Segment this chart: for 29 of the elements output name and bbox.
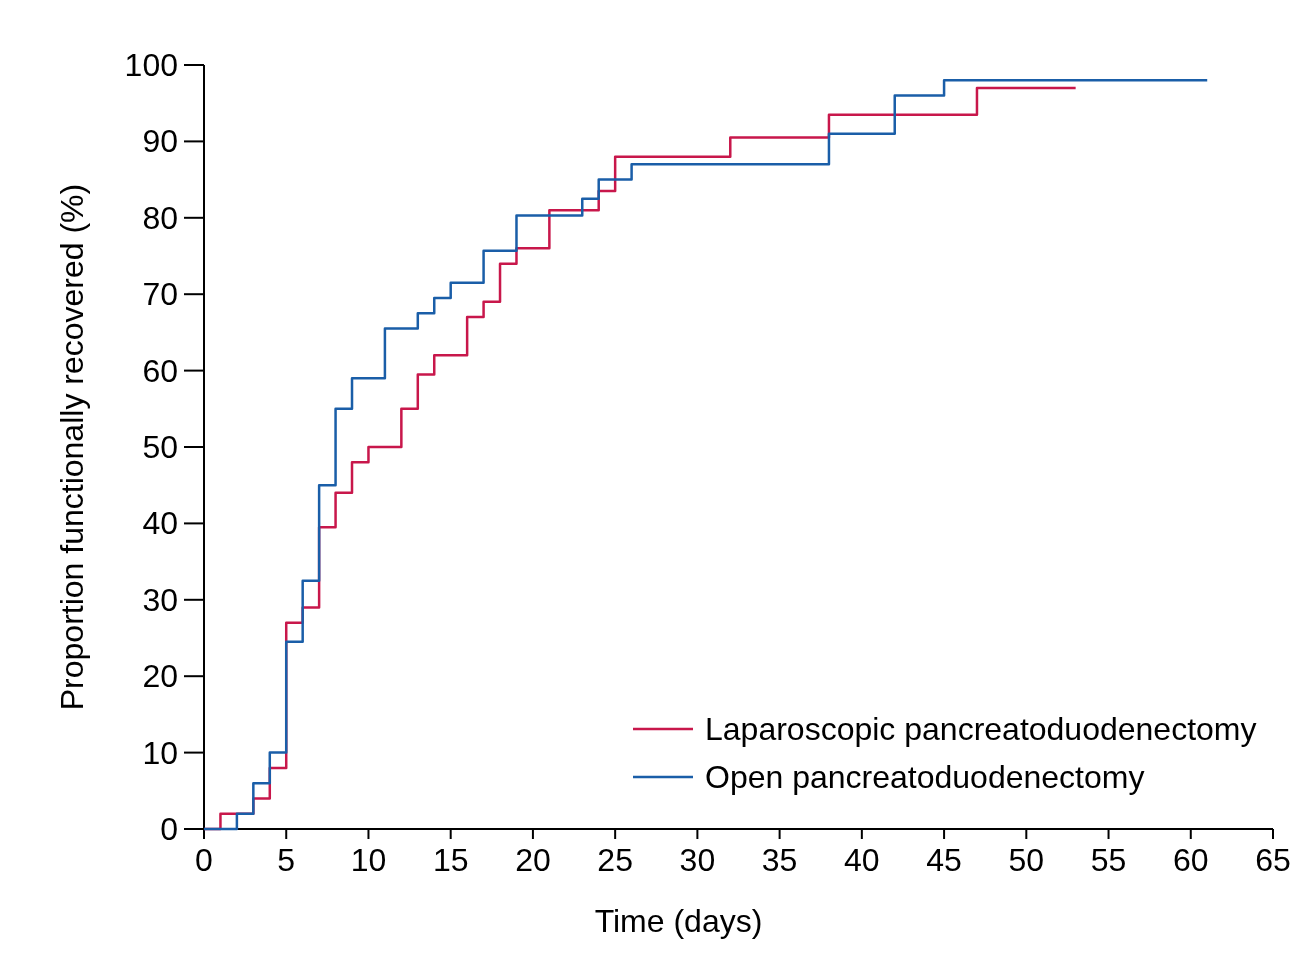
x-tick-label: 55 <box>1090 842 1127 878</box>
y-tick-label: 40 <box>142 505 178 542</box>
x-tick-label: 40 <box>844 842 880 878</box>
x-tick-label: 0 <box>195 842 213 878</box>
y-tick-label: 20 <box>142 658 178 695</box>
x-axis-title: Time (days) <box>594 903 763 939</box>
x-tick-label: 45 <box>926 842 962 878</box>
y-tick-label: 60 <box>142 352 178 389</box>
legend-label: Open pancreatoduodenectomy <box>705 759 1145 795</box>
x-tick-label: 60 <box>1172 842 1209 878</box>
x-tick-label: 10 <box>350 842 387 878</box>
x-tick-label: 20 <box>515 842 551 878</box>
legend-label: Laparoscopic pancreatoduodenectomy <box>705 711 1257 747</box>
y-axis-title: Proportion functionally recovered (%) <box>54 183 90 711</box>
y-tick-label: 30 <box>142 581 178 618</box>
y-tick-label: 50 <box>142 429 178 465</box>
x-tick-label: 50 <box>1008 842 1045 878</box>
y-tick-label: 10 <box>142 734 178 771</box>
y-tick-label: 90 <box>142 123 178 160</box>
y-tick-label: 100 <box>124 47 178 83</box>
y-tick-label: 80 <box>142 199 178 236</box>
y-tick-label: 0 <box>160 811 178 847</box>
x-tick-label: 30 <box>679 842 716 878</box>
x-tick-label: 5 <box>277 842 296 878</box>
y-tick-label: 70 <box>142 276 178 313</box>
x-tick-label: 15 <box>432 842 469 878</box>
x-tick-label: 35 <box>761 842 798 878</box>
x-tick-label: 25 <box>597 842 633 878</box>
x-tick-label: 65 <box>1255 842 1291 878</box>
